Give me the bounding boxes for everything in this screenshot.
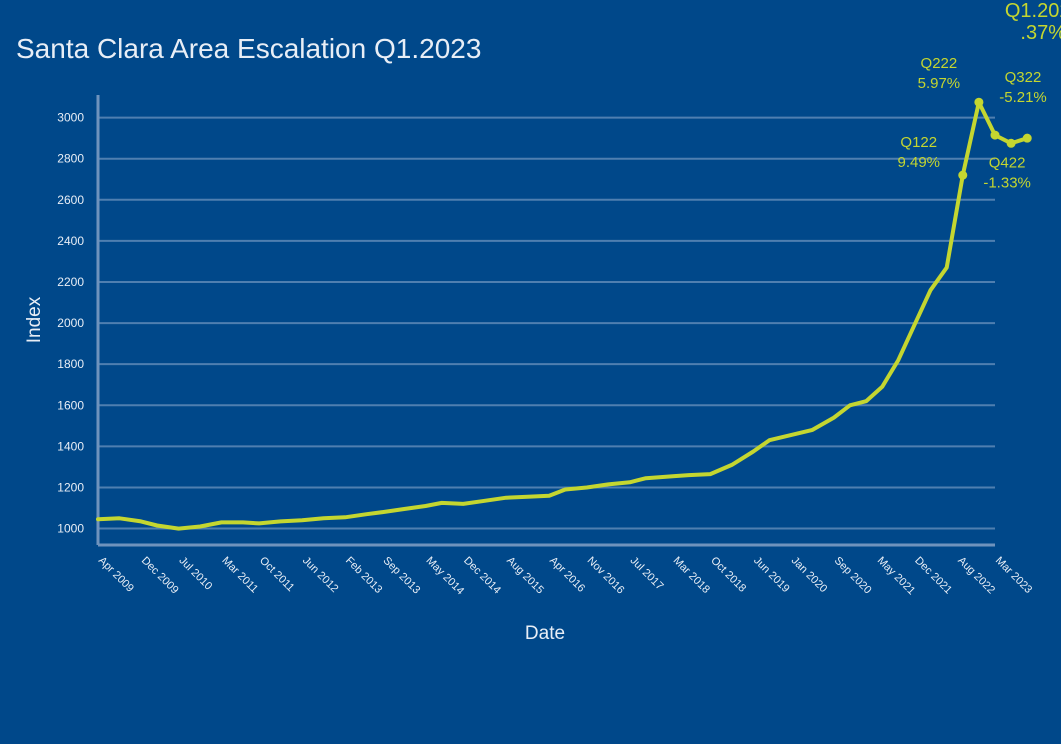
x-tick-label: Mar 2023 — [993, 555, 1034, 596]
y-tick-label: 2400 — [57, 234, 84, 248]
y-tick-label: 2000 — [57, 316, 84, 330]
x-axis-title: Date — [525, 623, 565, 644]
annotation-label: Q422 — [989, 154, 1026, 171]
y-tick-label: 2800 — [57, 152, 84, 166]
series-line-0 — [96, 100, 1030, 531]
y-tick-label: 1200 — [57, 480, 84, 494]
x-tick-label: Sep 2013 — [381, 555, 423, 597]
grid — [98, 116, 995, 530]
x-tick-label: Mar 2018 — [671, 555, 712, 596]
x-tick-label: Dec 2021 — [912, 555, 954, 597]
x-tick-label: May 2021 — [875, 555, 918, 598]
y-tick-label: 1400 — [57, 439, 84, 453]
annotation-point-marker — [958, 170, 968, 180]
x-tick-label: Dec 2009 — [139, 555, 181, 597]
x-tick-label: Oct 2011 — [257, 555, 296, 594]
x-tick-label: Mar 2011 — [219, 555, 260, 596]
x-tick-label: Jun 2012 — [300, 555, 340, 595]
x-tick-label: Nov 2016 — [585, 555, 627, 597]
x-tick-label: May 2014 — [424, 555, 467, 598]
x-tick-label: Feb 2013 — [343, 555, 384, 596]
y-tick-label: 2600 — [57, 193, 84, 207]
annotation-label: Q322 — [1005, 69, 1042, 86]
x-tick-label: Sep 2020 — [832, 555, 874, 597]
x-tick-label: Apr 2009 — [96, 555, 136, 595]
annotation-label: -5.21% — [999, 89, 1047, 106]
x-tick-label: Aug 2015 — [504, 555, 546, 597]
y-tick-label: 1000 — [57, 522, 84, 536]
annotation-label: 5.97% — [918, 75, 961, 92]
y-tick-label: 2200 — [57, 275, 84, 289]
y-axis-title: Index — [24, 296, 45, 343]
annotation-label: -1.33% — [983, 174, 1031, 191]
annotation-label: .37% — [1020, 22, 1061, 44]
annotation-point-marker — [1022, 133, 1032, 143]
annotation-point-marker — [1006, 138, 1016, 148]
y-axis-ticks: 1000 1200 1400 1600 1800 2000 2200 2400 2600 2800… — [57, 111, 84, 536]
x-tick-label: Dec 2014 — [461, 555, 503, 597]
series — [96, 100, 1030, 531]
x-tick-label: Apr 2016 — [547, 555, 587, 595]
annotation-label: Q222 — [921, 55, 958, 72]
x-tick-label: Jun 2019 — [751, 555, 791, 595]
annotations: Q122 9.49% Q222 5.97% Q322 -5.21% Q422 -1.33% Q1… — [897, 0, 1061, 191]
y-tick-label: 3000 — [57, 111, 84, 125]
annotation-label: Q1.2023 — [1005, 0, 1061, 22]
annotation-label: Q122 — [900, 134, 937, 151]
x-tick-label: Jul 2010 — [176, 555, 214, 593]
x-tick-label: Jan 2020 — [789, 555, 829, 595]
x-tick-label: Jul 2017 — [628, 555, 666, 593]
y-tick-label: 1600 — [57, 398, 84, 412]
annotation-point-marker — [974, 97, 984, 107]
chart-title: Santa Clara Area Escalation Q1.2023 — [16, 33, 481, 64]
annotation-point-marker — [990, 130, 1000, 140]
y-tick-label: 1800 — [57, 357, 84, 371]
annotation-label: 9.49% — [897, 154, 940, 171]
x-tick-label: Oct 2018 — [708, 555, 748, 595]
x-tick-label: Aug 2022 — [955, 555, 997, 597]
